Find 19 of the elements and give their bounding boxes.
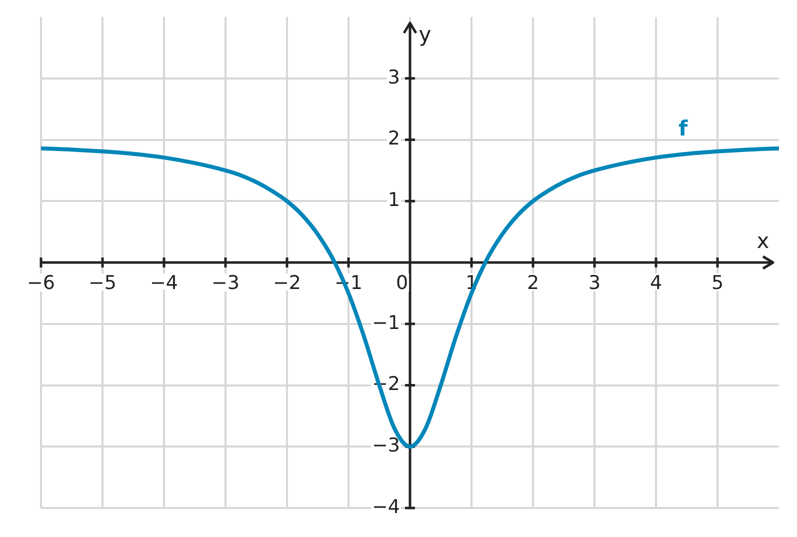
y-tick-label: 2 — [388, 128, 400, 150]
y-tick-label: −1 — [372, 312, 400, 334]
x-tick-label: 0 — [396, 272, 408, 294]
x-axis-title: x — [756, 228, 770, 253]
x-tick-label: −4 — [150, 272, 178, 294]
x-tick-label: −3 — [211, 272, 240, 294]
x-tick-label: −6 — [26, 272, 56, 294]
y-tick-label: −4 — [372, 496, 400, 518]
y-axis-title: y — [418, 22, 432, 46]
x-tick-label: −2 — [272, 272, 302, 294]
y-tick-label: 1 — [388, 189, 400, 212]
x-tick-label: 5 — [711, 272, 724, 294]
x-tick-label: −5 — [88, 272, 117, 294]
series-label: f — [678, 116, 688, 140]
y-tick-label: −3 — [372, 434, 400, 457]
x-tick-label: 3 — [588, 272, 601, 294]
x-tick-label: 4 — [650, 272, 662, 294]
x-tick-label: 2 — [526, 272, 540, 294]
y-tick-label: 3 — [388, 66, 400, 88]
